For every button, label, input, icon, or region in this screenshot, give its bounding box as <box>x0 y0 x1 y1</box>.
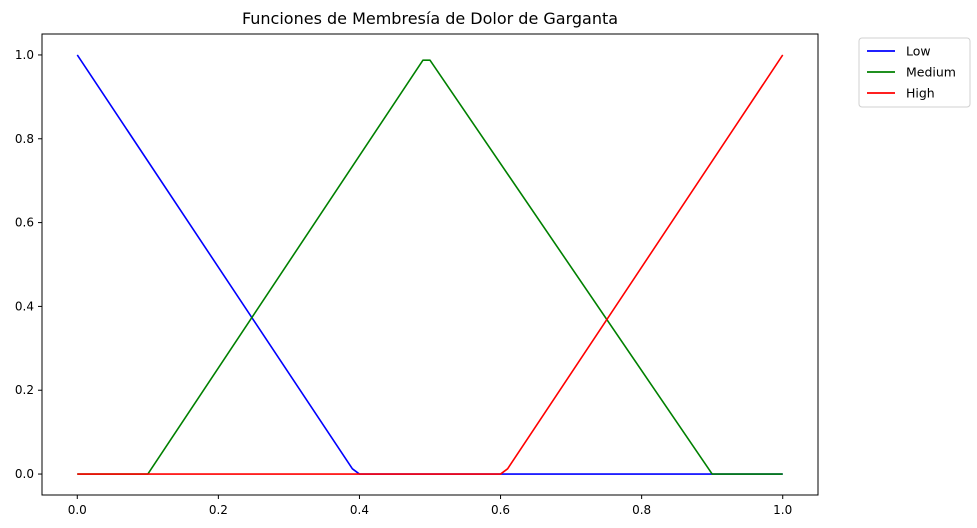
chart-title: Funciones de Membresía de Dolor de Garga… <box>242 9 618 28</box>
y-tick-label: 0.4 <box>15 299 34 313</box>
plot-lines <box>76 54 784 475</box>
legend-label-medium: Medium <box>906 65 956 80</box>
y-tick-label: 1.0 <box>15 48 34 62</box>
legend-box <box>858 37 971 108</box>
x-tick-label: 0.0 <box>68 503 87 517</box>
series-line-low <box>76 54 783 475</box>
x-tick-label: 0.8 <box>632 503 651 517</box>
plot-frame <box>41 33 819 496</box>
x-tick-label: 0.6 <box>491 503 510 517</box>
y-tick-label: 0.2 <box>15 383 34 397</box>
y-tick-label: 0.6 <box>15 216 34 230</box>
legend-label-high: High <box>906 86 935 101</box>
x-axis: 0.0 0.2 0.4 0.6 0.8 1.0 <box>68 495 792 517</box>
x-tick-label: 0.4 <box>350 503 369 517</box>
x-tick-label: 0.2 <box>209 503 228 517</box>
y-tick-label: 0.0 <box>15 467 34 481</box>
y-tick-label: 0.8 <box>15 132 34 146</box>
x-tick-label: 1.0 <box>773 503 792 517</box>
series-line-high <box>77 54 784 475</box>
legend-label-low: Low <box>906 44 931 59</box>
y-axis: 0.0 0.2 0.4 0.6 0.8 1.0 <box>15 48 42 481</box>
series-line-medium <box>77 59 783 475</box>
legend: Low Medium High <box>858 37 971 108</box>
